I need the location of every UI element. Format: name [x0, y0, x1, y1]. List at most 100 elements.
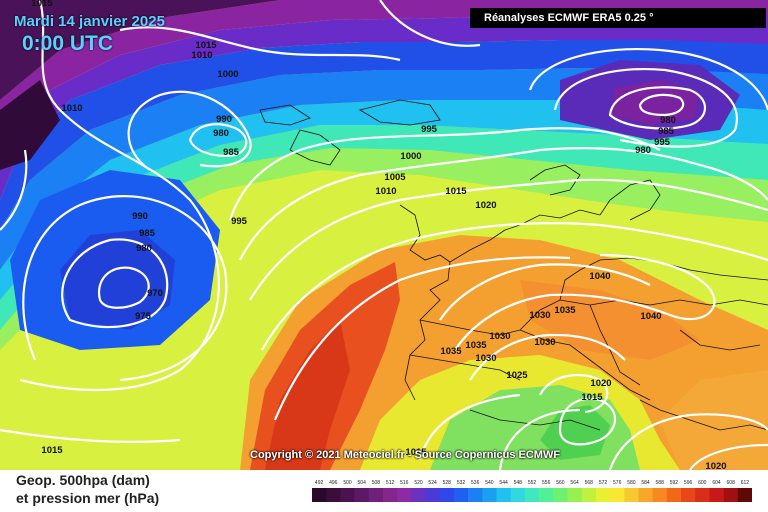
field-band-cyan-green: [0, 125, 768, 330]
isobar-label: 1025: [506, 370, 528, 381]
isobar-label: 1035: [554, 305, 576, 316]
field-dark-sw: [0, 80, 60, 170]
isobar-label: 1020: [475, 200, 496, 211]
isobar-label: 1015: [41, 445, 63, 456]
scale-swatch: [709, 488, 724, 502]
scale-label: 536: [471, 480, 480, 486]
isobar-label: 985: [223, 147, 240, 158]
scale-swatch: [666, 488, 682, 502]
scale-label: 504: [358, 480, 367, 486]
scale-swatch: [326, 488, 341, 502]
isobar-label: 990: [132, 211, 148, 222]
isobar-label: 1015: [581, 392, 603, 403]
isobar-label: 1015: [445, 186, 467, 197]
scale-label: 568: [585, 480, 594, 486]
isobar-label: 995: [654, 137, 671, 148]
scale-swatch: [482, 488, 497, 502]
isobar-label: 980: [136, 243, 152, 254]
scale-label: 512: [386, 480, 395, 486]
scale-swatch: [354, 488, 370, 502]
scale-label: 552: [528, 480, 537, 486]
scale-label: 600: [698, 480, 707, 486]
scale-label: 520: [414, 480, 423, 486]
isobar-label: 1015: [31, 0, 53, 9]
coastlines: [259, 99, 768, 431]
isobar-label: 1040: [640, 311, 661, 322]
weather-map: 1015 1015 1010 1000 1010 990 980 985 995…: [0, 0, 768, 470]
field-low-west-core: [60, 230, 175, 330]
scale-label: 564: [570, 480, 579, 486]
scale-swatch: [581, 488, 597, 502]
scale-swatch: [638, 488, 653, 502]
scale-swatch: [312, 488, 327, 502]
scale-label: 572: [599, 480, 608, 486]
isobar-label: 975: [135, 311, 152, 322]
scale-swatch: [539, 488, 554, 502]
field-band-red-deep: [265, 320, 350, 470]
isobar-label: 1020: [705, 461, 726, 470]
scale-swatch: [723, 488, 739, 502]
field-band-dark-purple: [0, 0, 280, 100]
scale-swatch: [595, 488, 611, 502]
scale-label: 492: [315, 480, 324, 486]
isobar-label: 1015: [405, 447, 427, 458]
field-band-orange-east: [520, 280, 700, 360]
field-band-green-deep: [540, 405, 610, 460]
color-scale: 492 496 500 504 508 512 516 520 524 528 532 536 540 5…: [312, 480, 752, 502]
isobar-label: 1030: [529, 310, 550, 321]
scale-label: 584: [641, 480, 650, 486]
field-band-blue: [0, 68, 768, 270]
isobar-label: 1020: [590, 378, 611, 389]
map-time: 0:00 UTC: [22, 32, 114, 55]
isobar-label: 1010: [61, 103, 82, 114]
scale-label: 532: [457, 480, 466, 486]
isobar-labels: 1015 1015 1010 1000 1010 990 980 985 995…: [31, 0, 726, 470]
scale-swatch: [439, 488, 455, 502]
copyright-notice: Copyright © 2021 Meteociel.fr - Source C…: [250, 449, 561, 461]
scale-swatch: [411, 488, 426, 502]
field-band-cyan: [0, 100, 768, 300]
scale-label: 560: [556, 480, 565, 486]
scale-label: 604: [712, 480, 721, 486]
scale-swatch: [524, 488, 540, 502]
scale-swatch: [453, 488, 469, 502]
isobar-label: 985: [658, 126, 675, 137]
scale-label: 608: [727, 480, 736, 486]
scale-label: 576: [613, 480, 622, 486]
map-date: Mardi 14 janvier 2025: [14, 13, 165, 30]
isobar-label: 1010: [191, 50, 212, 61]
isobar-label: 1000: [400, 151, 421, 162]
isobar-label: 1040: [589, 271, 610, 282]
scale-label: 516: [400, 480, 409, 486]
scale-label: 588: [656, 480, 665, 486]
isobar-label: 970: [147, 288, 163, 299]
isobar-label: 1030: [534, 337, 555, 348]
scale-swatch: [368, 488, 384, 502]
scale-swatch: [681, 488, 696, 502]
scale-swatch: [624, 488, 639, 502]
isobar-label: 1035: [465, 340, 487, 351]
scale-swatch: [695, 488, 710, 502]
scale-label: 524: [428, 480, 437, 486]
scale-label: 508: [372, 480, 381, 486]
source-banner: Réanalyses ECMWF ERA5 0.25 °: [470, 8, 766, 28]
scale-label: 556: [542, 480, 551, 486]
isobar-label: 1030: [489, 331, 510, 342]
isobars: [0, 0, 768, 470]
field-band-orange-se: [660, 370, 768, 470]
scale-swatch: [397, 488, 412, 502]
scale-swatch: [610, 488, 625, 502]
isobar-label: 995: [421, 124, 438, 135]
legend-title-pressure: et pression mer (hPa): [16, 490, 160, 506]
scale-swatch: [510, 488, 526, 502]
isobar-label: 990: [216, 114, 232, 125]
scale-label: 528: [443, 480, 452, 486]
field-band-violet: [0, 12, 768, 200]
isobar-label: 995: [231, 216, 248, 227]
legend-title-geopotential: Geop. 500hpa (dam): [16, 472, 150, 488]
scale-swatch: [553, 488, 568, 502]
isobar-label: 980: [635, 145, 651, 156]
scale-label: 500: [343, 480, 352, 486]
isobar-label: 1010: [375, 186, 396, 197]
scale-swatch: [340, 488, 355, 502]
